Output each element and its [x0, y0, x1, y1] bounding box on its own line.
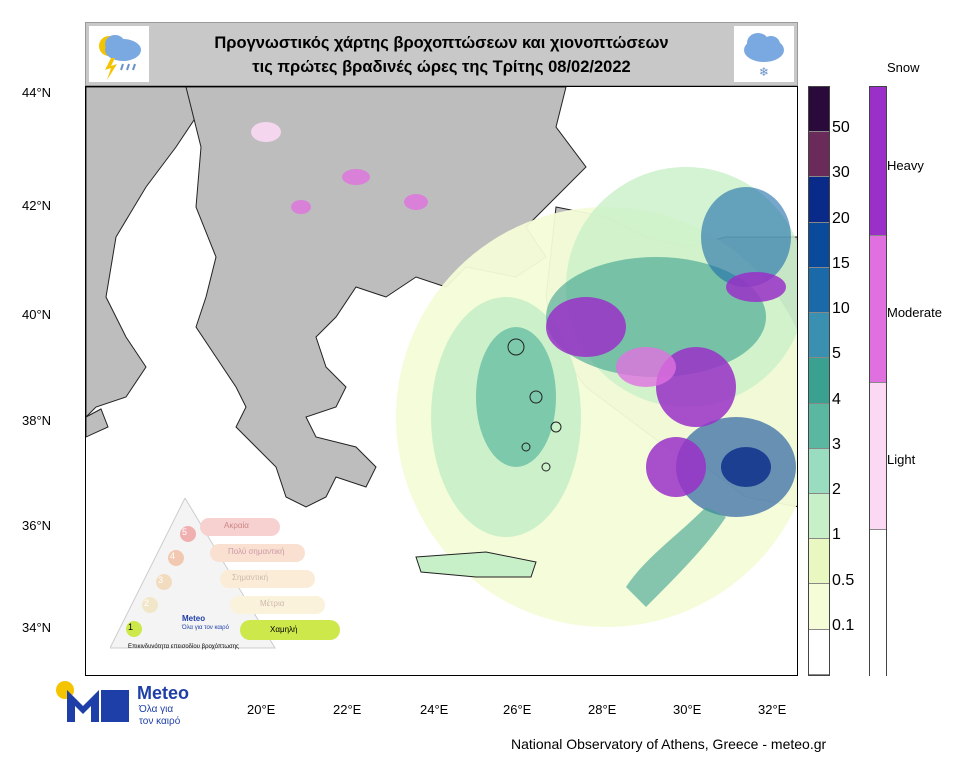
rain-scale-label: 4 — [832, 390, 841, 408]
lat-label-34: 34°N — [22, 620, 52, 635]
lat-label-40: 40°N — [22, 307, 52, 322]
lat-label-44: 44°N — [22, 85, 52, 100]
rain-swatch — [809, 132, 829, 178]
rain-swatch — [809, 177, 829, 223]
rain-swatch — [809, 448, 829, 494]
rain-swatch — [809, 539, 829, 585]
meteo-logo: Meteo Όλα για τον καιρό — [55, 680, 205, 730]
lon-label-20: 20°E — [247, 702, 276, 717]
lon-label-24: 24°E — [420, 702, 449, 717]
snow-label-moderate: Moderate — [887, 305, 942, 320]
lat-label-36: 36°N — [22, 518, 52, 533]
rain-scale-label: 5 — [832, 345, 841, 363]
snow-light-swatch — [870, 383, 886, 530]
risk-brand-small: Meteo — [182, 614, 206, 623]
brand-slogan-2: τον καιρό — [139, 716, 181, 727]
snow-cloud-icon: ❄ — [734, 26, 794, 82]
brand-name: Meteo — [137, 683, 190, 703]
brand-slogan-1: Όλα για — [139, 704, 174, 715]
map-title-box: Προγνωστικός χάρτης βροχοπτώσεων και χιο… — [85, 22, 798, 86]
rain-scale-label: 10 — [832, 300, 850, 318]
snow-label-light: Light — [887, 452, 916, 467]
rain-swatch — [809, 403, 829, 449]
rain-scale-label: 2 — [832, 481, 841, 499]
rain-scale-label: 1 — [832, 526, 841, 544]
risk-label-4: Πολύ σημαντική — [228, 547, 285, 556]
lon-label-32: 32°E — [758, 702, 787, 717]
risk-level-2: 2 — [144, 598, 150, 608]
lat-label-42: 42°N — [22, 198, 52, 213]
rain-swatch — [809, 629, 829, 675]
lat-label-38: 38°N — [22, 413, 52, 428]
lon-label-22: 22°E — [333, 702, 362, 717]
snow-scale-title: Snow — [887, 60, 920, 75]
rain-scale-label: 0.5 — [832, 571, 855, 589]
rain-scale-label: 30 — [832, 164, 850, 182]
snow-moderate-swatch — [870, 236, 886, 383]
risk-caption: Επικινδυνότητα επεισοδίου βροχόπτωσης — [128, 644, 239, 650]
rain-swatch — [809, 87, 829, 133]
rain-color-scale — [808, 86, 830, 676]
title-line-1: Προγνωστικός χάρτης βροχοπτώσεων και χιο… — [214, 34, 669, 52]
svg-text:❄: ❄ — [759, 65, 769, 79]
rain-swatch — [809, 313, 829, 359]
rain-swatch — [809, 222, 829, 268]
risk-level-3: 3 — [158, 575, 164, 585]
risk-label-3: Σημαντική — [232, 573, 269, 582]
lon-label-28: 28°E — [588, 702, 617, 717]
risk-level-5: 5 — [182, 527, 188, 537]
rain-scale-label: 50 — [832, 119, 850, 137]
title-line-2: τις πρώτες βραδινές ώρες της Τρίτης 08/0… — [252, 58, 631, 76]
rain-swatch — [809, 493, 829, 540]
rain-swatch — [809, 584, 829, 630]
rain-swatch — [809, 267, 829, 314]
snow-heavy-swatch — [870, 87, 886, 236]
risk-label-2: Μέτρια — [260, 599, 285, 608]
risk-slogan-small: Όλα για τον καιρό — [182, 625, 229, 631]
rain-scale-label: 15 — [832, 254, 850, 272]
lon-label-30: 30°E — [673, 702, 702, 717]
risk-label-1: Χαμηλή — [270, 625, 298, 634]
snow-label-heavy: Heavy — [887, 158, 924, 173]
rain-scale-label: 3 — [832, 435, 841, 453]
risk-level-1: 1 — [128, 622, 134, 632]
risk-level-4: 4 — [170, 551, 176, 561]
thunderstorm-rain-icon — [89, 26, 149, 82]
map-title: Προγνωστικός χάρτης βροχοπτώσεων και χιο… — [156, 31, 727, 79]
lon-label-26: 26°E — [503, 702, 532, 717]
footer-credit: National Observatory of Athens, Greece -… — [511, 736, 827, 752]
rain-swatch — [809, 358, 829, 404]
rain-scale-label: 0.1 — [832, 616, 855, 634]
precipitation-map — [85, 86, 798, 676]
snow-color-scale — [869, 86, 887, 676]
snow-none-swatch — [870, 530, 886, 676]
rain-scale-label: 20 — [832, 209, 850, 227]
risk-pyramid-legend: 5 4 3 2 1 Ακραία Πολύ σημαντική Σημαντικ… — [109, 496, 345, 655]
risk-label-5: Ακραία — [224, 521, 249, 530]
